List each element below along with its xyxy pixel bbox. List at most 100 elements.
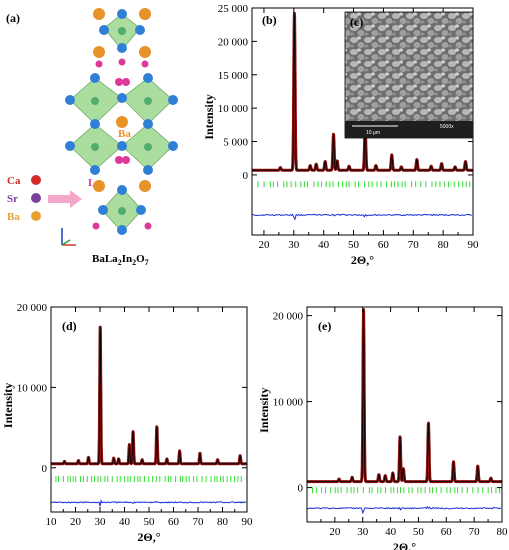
ba-site-label: Ba <box>118 128 131 140</box>
oxygen-atom <box>65 95 75 105</box>
ba-atom <box>93 180 105 192</box>
oxygen-atom <box>143 165 153 175</box>
oxygen-atom <box>65 141 75 151</box>
sem-info-bar <box>345 121 473 138</box>
x-tick-label: 90 <box>468 239 480 251</box>
indium-atom <box>144 143 152 151</box>
y-tick-label: 5 000 <box>223 137 248 149</box>
y-tick-label: 20 000 <box>273 311 304 323</box>
oxygen-atom <box>168 141 178 151</box>
ba-atom-icon <box>31 211 41 221</box>
x-tick-label: 30 <box>357 526 369 538</box>
x-tick-label: 40 <box>385 526 397 538</box>
oxygen-atom <box>90 165 100 175</box>
y-axis-label: Intensity <box>257 388 271 433</box>
formula-label: BaLa2In2O7 <box>92 253 149 267</box>
x-tick-label: 30 <box>95 516 107 528</box>
la-atom <box>95 60 103 68</box>
chart-panel-label: (d) <box>62 319 77 333</box>
oxygen-atom <box>98 205 108 215</box>
ba-atom <box>93 8 105 20</box>
y-tick-label: 0 <box>42 463 48 475</box>
indium-atom <box>91 143 99 151</box>
x-tick-label: 80 <box>217 516 229 528</box>
oxygen-atom <box>143 73 153 83</box>
difference-curve <box>306 505 502 515</box>
x-tick-label: 40 <box>119 516 131 528</box>
ba-atom <box>93 46 105 58</box>
calculated-profile <box>252 13 473 171</box>
indium-atom <box>118 207 126 215</box>
xrd-chart-e: 20 30 40 50 60 70 80 0 10 000 20 000 2Θ,° Intensity… <box>257 306 508 550</box>
top-polyhedra <box>93 8 151 68</box>
middle-polyhedra: Ba <box>65 73 178 175</box>
sem-info-text: 5000x <box>440 124 454 130</box>
observed-profile <box>49 325 249 466</box>
x-axis-label: 2Θ,° <box>393 540 416 550</box>
la-atom <box>115 78 123 86</box>
sem-scale-label: 10 µm <box>366 130 380 136</box>
y-tick-label: 25 000 <box>218 3 249 15</box>
x-tick-label: 50 <box>144 516 156 528</box>
x-tick-label: 50 <box>413 526 425 538</box>
x-axis-label: 2Θ,° <box>137 530 160 544</box>
ba-atom <box>139 46 151 58</box>
indium-atom <box>118 27 126 35</box>
oxygen-atom <box>135 25 145 35</box>
crystal-panel-label: (a) <box>6 11 20 25</box>
y-axis-label: Intensity <box>1 383 15 428</box>
substitution-arrow-icon <box>48 190 82 208</box>
legend-label-ba: Ba <box>7 211 20 223</box>
la-atom <box>122 78 130 86</box>
oxygen-atom <box>99 25 109 35</box>
sem-micrograph-image <box>344 11 474 139</box>
x-tick-label: 70 <box>193 516 205 528</box>
oxygen-atom <box>117 43 127 53</box>
x-tick-label: 60 <box>168 516 180 528</box>
legend-label-sr: Sr <box>7 193 18 205</box>
sr-atom-icon <box>31 193 41 203</box>
x-tick-label: 60 <box>441 526 453 538</box>
xrd-chart-d: 10 20 30 40 50 60 70 80 90 0 10 000 20 000 2Θ,° Inten… <box>1 302 253 544</box>
la-atom <box>144 222 152 230</box>
x-tick-label: 70 <box>469 526 481 538</box>
b-axis-arrow <box>61 239 71 246</box>
x-axis-label: 2Θ,° <box>351 253 374 267</box>
y-tick-label: 10 000 <box>273 397 304 409</box>
x-tick-label: 70 <box>408 239 420 251</box>
substitution-legend: Ca Sr Ba La <box>7 175 101 223</box>
x-tick-label: 40 <box>318 239 330 251</box>
sem-panel-label: (c) <box>350 15 363 29</box>
y-tick-label: 10 000 <box>218 103 249 115</box>
axes-triad <box>61 228 76 246</box>
ba-atom <box>139 8 151 20</box>
oxygen-atom <box>168 95 178 105</box>
oxygen-atom <box>143 119 153 129</box>
x-tick-label: 90 <box>242 516 254 528</box>
la-atom <box>118 58 126 66</box>
indium-atom <box>91 97 99 105</box>
oxygen-atom <box>117 9 127 19</box>
x-tick-label: 10 <box>46 516 58 528</box>
y-tick-label: 0 <box>243 170 249 182</box>
x-tick-label: 60 <box>378 239 390 251</box>
la-atom <box>122 156 130 164</box>
calculated-profile <box>51 327 247 465</box>
ba-atom <box>116 116 128 128</box>
x-tick-label: 20 <box>258 239 270 251</box>
oxygen-atom <box>117 141 127 151</box>
y-tick-label: 0 <box>298 483 304 495</box>
ba-atom <box>139 180 151 192</box>
oxygen-atom <box>90 119 100 129</box>
y-tick-label: 20 000 <box>17 302 48 314</box>
legend-label-ca: Ca <box>7 175 21 187</box>
y-tick-label: 15 000 <box>218 70 249 82</box>
bottom-polyhedra <box>92 180 152 235</box>
chart-panel-label: (b) <box>262 13 277 27</box>
x-tick-label: 30 <box>288 239 300 251</box>
x-tick-label: 50 <box>348 239 360 251</box>
la-atom <box>115 156 123 164</box>
oxygen-atom <box>136 205 146 215</box>
oxygen-atom <box>117 185 127 195</box>
sem-inset: 10 µm 5000x (c) <box>344 11 474 139</box>
